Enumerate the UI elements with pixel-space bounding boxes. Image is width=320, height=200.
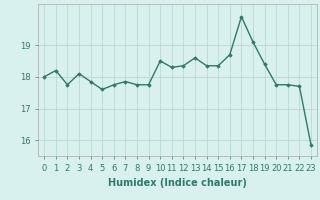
X-axis label: Humidex (Indice chaleur): Humidex (Indice chaleur)	[108, 178, 247, 188]
